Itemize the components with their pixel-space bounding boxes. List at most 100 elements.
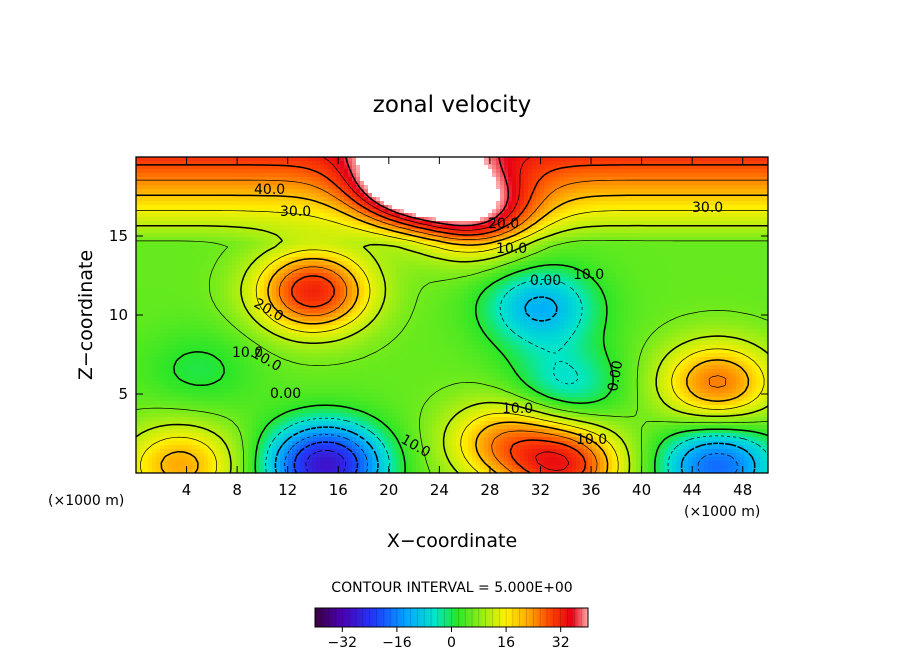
field-cell (656, 273, 661, 278)
field-cell (712, 237, 717, 242)
field-cell (420, 257, 425, 262)
field-cell (256, 221, 261, 226)
field-cell (436, 173, 441, 178)
field-cell (508, 245, 513, 250)
field-cell (408, 241, 413, 246)
field-cell (412, 241, 417, 246)
field-cell (192, 169, 197, 174)
field-cell (736, 225, 741, 230)
field-cell (144, 225, 149, 230)
field-cell (456, 177, 461, 182)
field-cell (504, 221, 509, 226)
field-cell (448, 217, 453, 222)
field-cell (396, 189, 401, 194)
field-cell (180, 273, 185, 278)
field-cell (644, 161, 649, 166)
field-cell (544, 177, 549, 182)
field-cell (168, 225, 173, 230)
field-cell (320, 197, 325, 202)
field-cell (160, 185, 165, 190)
field-cell (272, 201, 277, 206)
field-cell (264, 181, 269, 186)
field-cell (628, 197, 633, 202)
field-cell (356, 229, 361, 234)
field-cell (164, 253, 169, 258)
field-cell (580, 209, 585, 214)
field-cell (376, 245, 381, 250)
field-cell (180, 253, 185, 258)
field-cell (316, 249, 321, 254)
field-cell (544, 249, 549, 254)
field-cell (388, 237, 393, 242)
field-cell (500, 185, 505, 190)
field-cell (568, 193, 573, 198)
field-cell (540, 185, 545, 190)
field-cell (568, 225, 573, 230)
field-cell (492, 213, 497, 218)
field-cell (716, 225, 721, 230)
field-cell (636, 217, 641, 222)
field-cell (492, 241, 497, 246)
field-cell (180, 265, 185, 270)
field-cell (244, 241, 249, 246)
field-cell (728, 265, 733, 270)
field-cell (704, 173, 709, 178)
field-cell (756, 233, 761, 238)
field-cell (480, 253, 485, 258)
field-cell (228, 229, 233, 234)
field-cell (184, 245, 189, 250)
field-cell (484, 181, 489, 186)
field-cell (140, 277, 145, 282)
field-cell (576, 237, 581, 242)
field-cell (280, 233, 285, 238)
field-cell (204, 185, 209, 190)
field-cell (284, 253, 289, 258)
field-cell (464, 209, 469, 214)
field-cell (236, 209, 241, 214)
field-cell (492, 225, 497, 230)
field-cell (464, 229, 469, 234)
field-cell (252, 253, 257, 258)
field-cell (228, 173, 233, 178)
field-cell (288, 241, 293, 246)
field-cell (300, 241, 305, 246)
field-cell (692, 177, 697, 182)
field-cell (584, 265, 589, 270)
field-cell (336, 213, 341, 218)
field-cell (736, 189, 741, 194)
chart-title: zonal velocity (373, 92, 531, 118)
field-cell (324, 189, 329, 194)
field-cell (520, 241, 525, 246)
field-cell (680, 261, 685, 266)
field-cell (392, 237, 397, 242)
field-cell (288, 257, 293, 262)
field-cell (336, 181, 341, 186)
field-cell (488, 221, 493, 226)
field-cell (200, 177, 205, 182)
field-cell (188, 265, 193, 270)
field-cell (560, 249, 565, 254)
field-cell (644, 253, 649, 258)
field-cell (284, 269, 289, 274)
field-cell (580, 177, 585, 182)
field-cell (228, 253, 233, 258)
field-cell (308, 161, 313, 166)
field-cell (676, 165, 681, 170)
field-cell (448, 265, 453, 270)
field-cell (376, 209, 381, 214)
field-cell (200, 241, 205, 246)
field-cell (676, 265, 681, 270)
field-cell (384, 253, 389, 258)
field-cell (244, 249, 249, 254)
field-cell (192, 237, 197, 242)
field-cell (144, 233, 149, 238)
field-cell (248, 245, 253, 250)
field-cell (592, 261, 597, 266)
field-cell (680, 201, 685, 206)
field-cell (252, 277, 257, 282)
field-cell (360, 213, 365, 218)
field-cell (328, 177, 333, 182)
field-cell (424, 205, 429, 210)
field-cell (484, 213, 489, 218)
field-cell (432, 217, 437, 222)
